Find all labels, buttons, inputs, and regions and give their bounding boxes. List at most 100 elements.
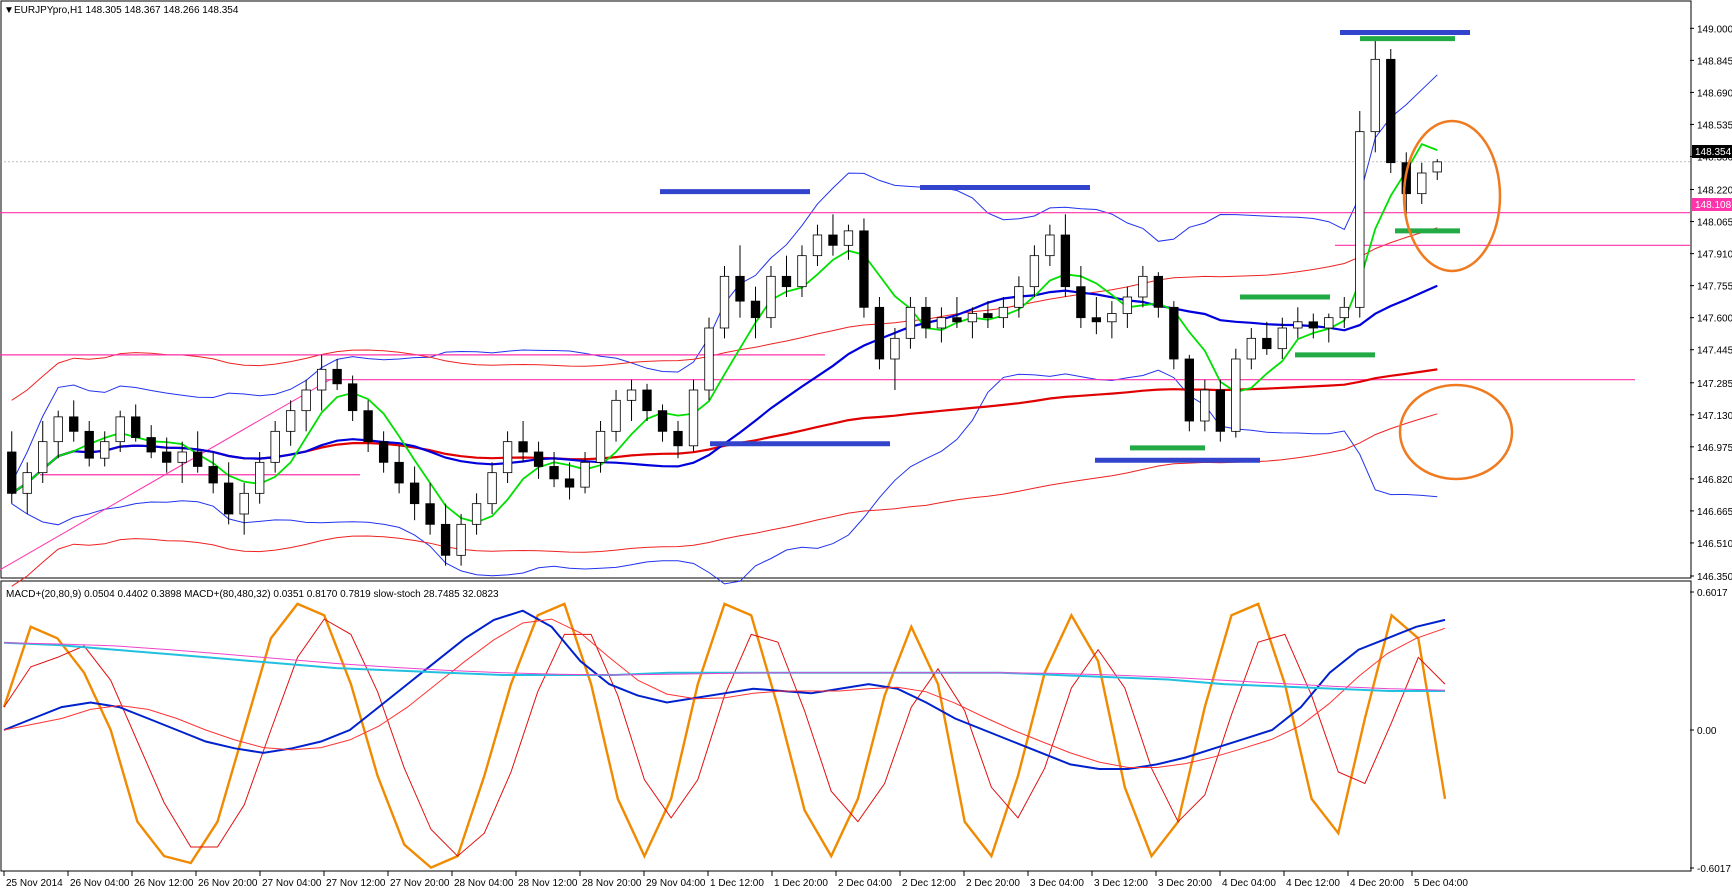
series-line <box>2 602 1447 869</box>
x-tick-label: 27 Nov 20:00 <box>390 878 450 889</box>
candle-body <box>518 441 528 453</box>
y-tick-label: 148.845 <box>1697 56 1732 67</box>
candle-body <box>1091 317 1102 323</box>
candle-body <box>1324 317 1334 329</box>
candle-body <box>332 368 342 385</box>
x-tick-label: 27 Nov 12:00 <box>326 878 386 889</box>
trend-line <box>0 379 331 571</box>
candle-body <box>1014 286 1024 308</box>
candle-body <box>208 466 218 484</box>
y-tick-label: 147.130 <box>1697 411 1732 422</box>
candle-body <box>301 389 311 412</box>
x-tick-label: 1 Dec 20:00 <box>774 878 828 889</box>
x-tick-label: 26 Nov 20:00 <box>198 878 258 889</box>
support-resistance-marks[interactable] <box>660 29 1470 463</box>
candle-body <box>564 478 575 488</box>
candle-body <box>1370 58 1380 133</box>
candle-body <box>1153 275 1164 308</box>
x-tick-label: 28 Nov 04:00 <box>454 878 514 889</box>
candle-body <box>1231 358 1241 432</box>
symbol-header: EURJPYpro,H1 148.305 148.367 148.266 148… <box>14 5 239 16</box>
candle-body <box>22 472 32 494</box>
current-price-tag: 148.354 <box>1692 145 1732 158</box>
indicator-y-tick-label: 0.6017 <box>1697 588 1728 599</box>
y-tick-label: 147.910 <box>1697 250 1732 261</box>
candle-body <box>69 416 79 432</box>
chart-menu-icon[interactable]: ▼ <box>4 5 14 16</box>
candle-body <box>255 461 265 494</box>
candle-body <box>224 482 234 515</box>
candle-body <box>673 430 683 447</box>
y-tick-label: 148.220 <box>1697 186 1732 197</box>
indicator-panel[interactable] <box>0 580 1692 872</box>
candle-body <box>1308 321 1318 329</box>
candle-body <box>456 523 466 556</box>
annotation-circles[interactable] <box>1398 119 1514 481</box>
candle-body <box>285 410 296 432</box>
candle-body <box>409 482 420 505</box>
candle-body <box>115 416 125 443</box>
x-tick-label: 28 Nov 12:00 <box>518 878 578 889</box>
indicator-axis: 0.6017 0.00 -0.6017 <box>1690 588 1731 875</box>
x-tick-label: 28 Nov 20:00 <box>582 878 642 889</box>
candles <box>7 38 1442 566</box>
x-tick-label: 26 Nov 04:00 <box>70 878 130 889</box>
candle-body <box>1169 306 1179 360</box>
x-tick-label: 29 Nov 04:00 <box>646 878 706 889</box>
x-tick-label: 3 Dec 04:00 <box>1030 878 1084 889</box>
candle-body <box>1246 337 1256 360</box>
indicator-header: MACD+(20,80,9) 0.0504 0.4402 0.3898 MACD… <box>6 589 499 600</box>
x-tick-label: 5 Dec 04:00 <box>1414 878 1468 889</box>
pink-price-tag: 148.108 <box>1692 198 1732 211</box>
candle-body <box>487 472 497 505</box>
candle-body <box>1138 275 1148 298</box>
y-tick-label: 147.445 <box>1697 346 1732 357</box>
signal-line <box>3 618 1446 768</box>
price-axis: 149.000148.845148.690148.535148.380148.2… <box>1690 24 1732 583</box>
annotation-circle-top <box>1402 119 1502 273</box>
candle-body <box>1277 327 1287 350</box>
candle-body <box>936 317 947 329</box>
candle-body <box>146 437 156 453</box>
candle-body <box>1417 172 1427 195</box>
candle-body <box>378 441 389 463</box>
current-price-label: 148.354 <box>1695 147 1732 158</box>
x-tick-label: 4 Dec 04:00 <box>1222 878 1276 889</box>
y-tick-label: 147.600 <box>1697 314 1732 325</box>
upper-band-red <box>11 227 1438 401</box>
x-tick-label: 3 Dec 12:00 <box>1094 878 1148 889</box>
candle-body <box>7 451 17 494</box>
candle-body <box>905 306 916 339</box>
candle-body <box>657 410 668 432</box>
x-tick-label: 2 Dec 12:00 <box>902 878 956 889</box>
x-tick-label: 2 Dec 20:00 <box>966 878 1020 889</box>
candle-body <box>394 461 404 484</box>
candle-body <box>952 317 962 323</box>
signal-line <box>3 642 1446 691</box>
candle-body <box>998 306 1009 319</box>
candle-body <box>704 327 714 391</box>
candle-body <box>1200 389 1210 422</box>
candle-body <box>1355 131 1365 308</box>
y-tick-label: 147.755 <box>1697 282 1732 293</box>
x-tick-label: 27 Nov 04:00 <box>262 878 322 889</box>
candle-body <box>177 451 187 463</box>
y-tick-label: 148.690 <box>1697 88 1732 99</box>
candle-body <box>750 300 761 319</box>
candle-body <box>1076 286 1086 319</box>
candle-body <box>797 255 807 288</box>
x-tick-label: 25 Nov 2014 <box>6 878 63 889</box>
candle-body <box>983 313 993 319</box>
candle-body <box>921 306 931 329</box>
candle-body <box>316 368 327 391</box>
candle-body <box>53 416 63 443</box>
price-panel[interactable] <box>0 0 1692 579</box>
y-tick-label: 146.665 <box>1697 507 1732 518</box>
ma-fast-line <box>11 142 1438 524</box>
candle-body <box>533 451 544 467</box>
candle-body <box>131 416 141 438</box>
candle-body <box>1386 58 1396 164</box>
candle-body <box>1060 234 1071 288</box>
candle-body <box>1029 255 1040 288</box>
